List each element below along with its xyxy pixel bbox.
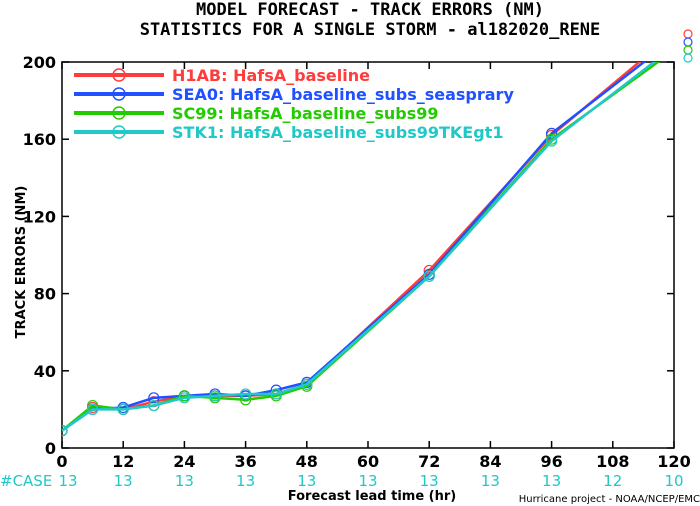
y-tick-label: 120 <box>23 207 56 226</box>
data-point <box>62 425 68 437</box>
legend-label: STK1: HafsA_baseline_subs99TKEgt1 <box>172 123 503 142</box>
y-tick-label: 80 <box>34 285 56 304</box>
case-count: 13 <box>175 472 194 490</box>
series-group <box>62 62 661 437</box>
off-scale-point <box>683 53 693 63</box>
data-point <box>148 399 160 412</box>
off-scale-markers <box>683 29 693 63</box>
data-point <box>86 403 99 415</box>
x-tick-label: 60 <box>357 452 379 471</box>
case-count: 13 <box>58 472 77 490</box>
case-count: 13 <box>420 472 439 490</box>
series-lines <box>62 62 661 437</box>
y-tick-label: 0 <box>45 439 56 458</box>
legend-label: H1AB: HafsA_baseline <box>172 66 370 85</box>
case-count: 13 <box>114 472 133 490</box>
data-point <box>178 392 190 404</box>
x-tick-label: 36 <box>234 452 256 471</box>
case-count: 13 <box>542 472 561 490</box>
case-count: 13 <box>236 472 255 490</box>
data-point <box>545 135 558 147</box>
x-tick-label: 108 <box>596 452 629 471</box>
data-point <box>117 403 129 415</box>
x-tick-label: 96 <box>540 452 562 471</box>
data-point <box>209 390 221 402</box>
x-tick-label: 48 <box>296 452 318 471</box>
plot-frame-and-ticks <box>61 61 675 449</box>
case-count: 10 <box>664 472 683 490</box>
legend-marker <box>112 125 126 139</box>
chart-subtitle: STATISTICS FOR A SINGLE STORM - al182020… <box>140 20 601 40</box>
chart-title: MODEL FORECAST - TRACK ERRORS (NM) <box>196 0 544 20</box>
x-tick-label: 120 <box>657 452 690 471</box>
legend-label: SC99: HafsA_baseline_subs99 <box>172 104 439 123</box>
x-axis-label: Forecast lead time (hr) <box>288 489 456 504</box>
case-count: 13 <box>481 472 500 490</box>
y-tick-label: 160 <box>23 130 56 149</box>
legend-marker <box>112 68 126 82</box>
off-scale-point <box>683 45 693 55</box>
x-tick-label: 12 <box>112 452 134 471</box>
data-point <box>240 388 252 400</box>
x-tick-label: 0 <box>56 452 67 471</box>
y-tick-label: 200 <box>23 53 56 72</box>
case-count: 13 <box>358 472 377 490</box>
data-point <box>148 392 160 404</box>
y-tick-label: 40 <box>34 362 56 381</box>
credit-text: Hurricane project - NOAA/NCEP/EMC <box>519 494 700 505</box>
x-tick-label: 72 <box>418 452 440 471</box>
y-axis-label: TRACK ERRORS (NM) <box>14 186 29 339</box>
legend-label: SEA0: HafsA_baseline_subs_seasprary <box>172 85 514 104</box>
data-point <box>301 378 313 390</box>
case-count: 12 <box>603 472 622 490</box>
data-point <box>423 270 435 282</box>
off-scale-point <box>683 29 693 39</box>
tick-labels: 0 12 24 36 48 60 72 84 96 108 120 0 40 80 120 160 200 <box>23 53 691 471</box>
x-tick-label: 24 <box>173 452 195 471</box>
case-count: 13 <box>297 472 316 490</box>
data-point <box>270 388 282 400</box>
case-count-row: #CASE 13 13 13 13 13 13 13 13 13 12 10 <box>0 472 684 490</box>
legend-marker <box>112 87 126 101</box>
x-tick-label: 84 <box>479 452 501 471</box>
case-label: #CASE <box>0 472 52 490</box>
legend-marker <box>112 106 126 120</box>
off-scale-point <box>683 37 693 47</box>
